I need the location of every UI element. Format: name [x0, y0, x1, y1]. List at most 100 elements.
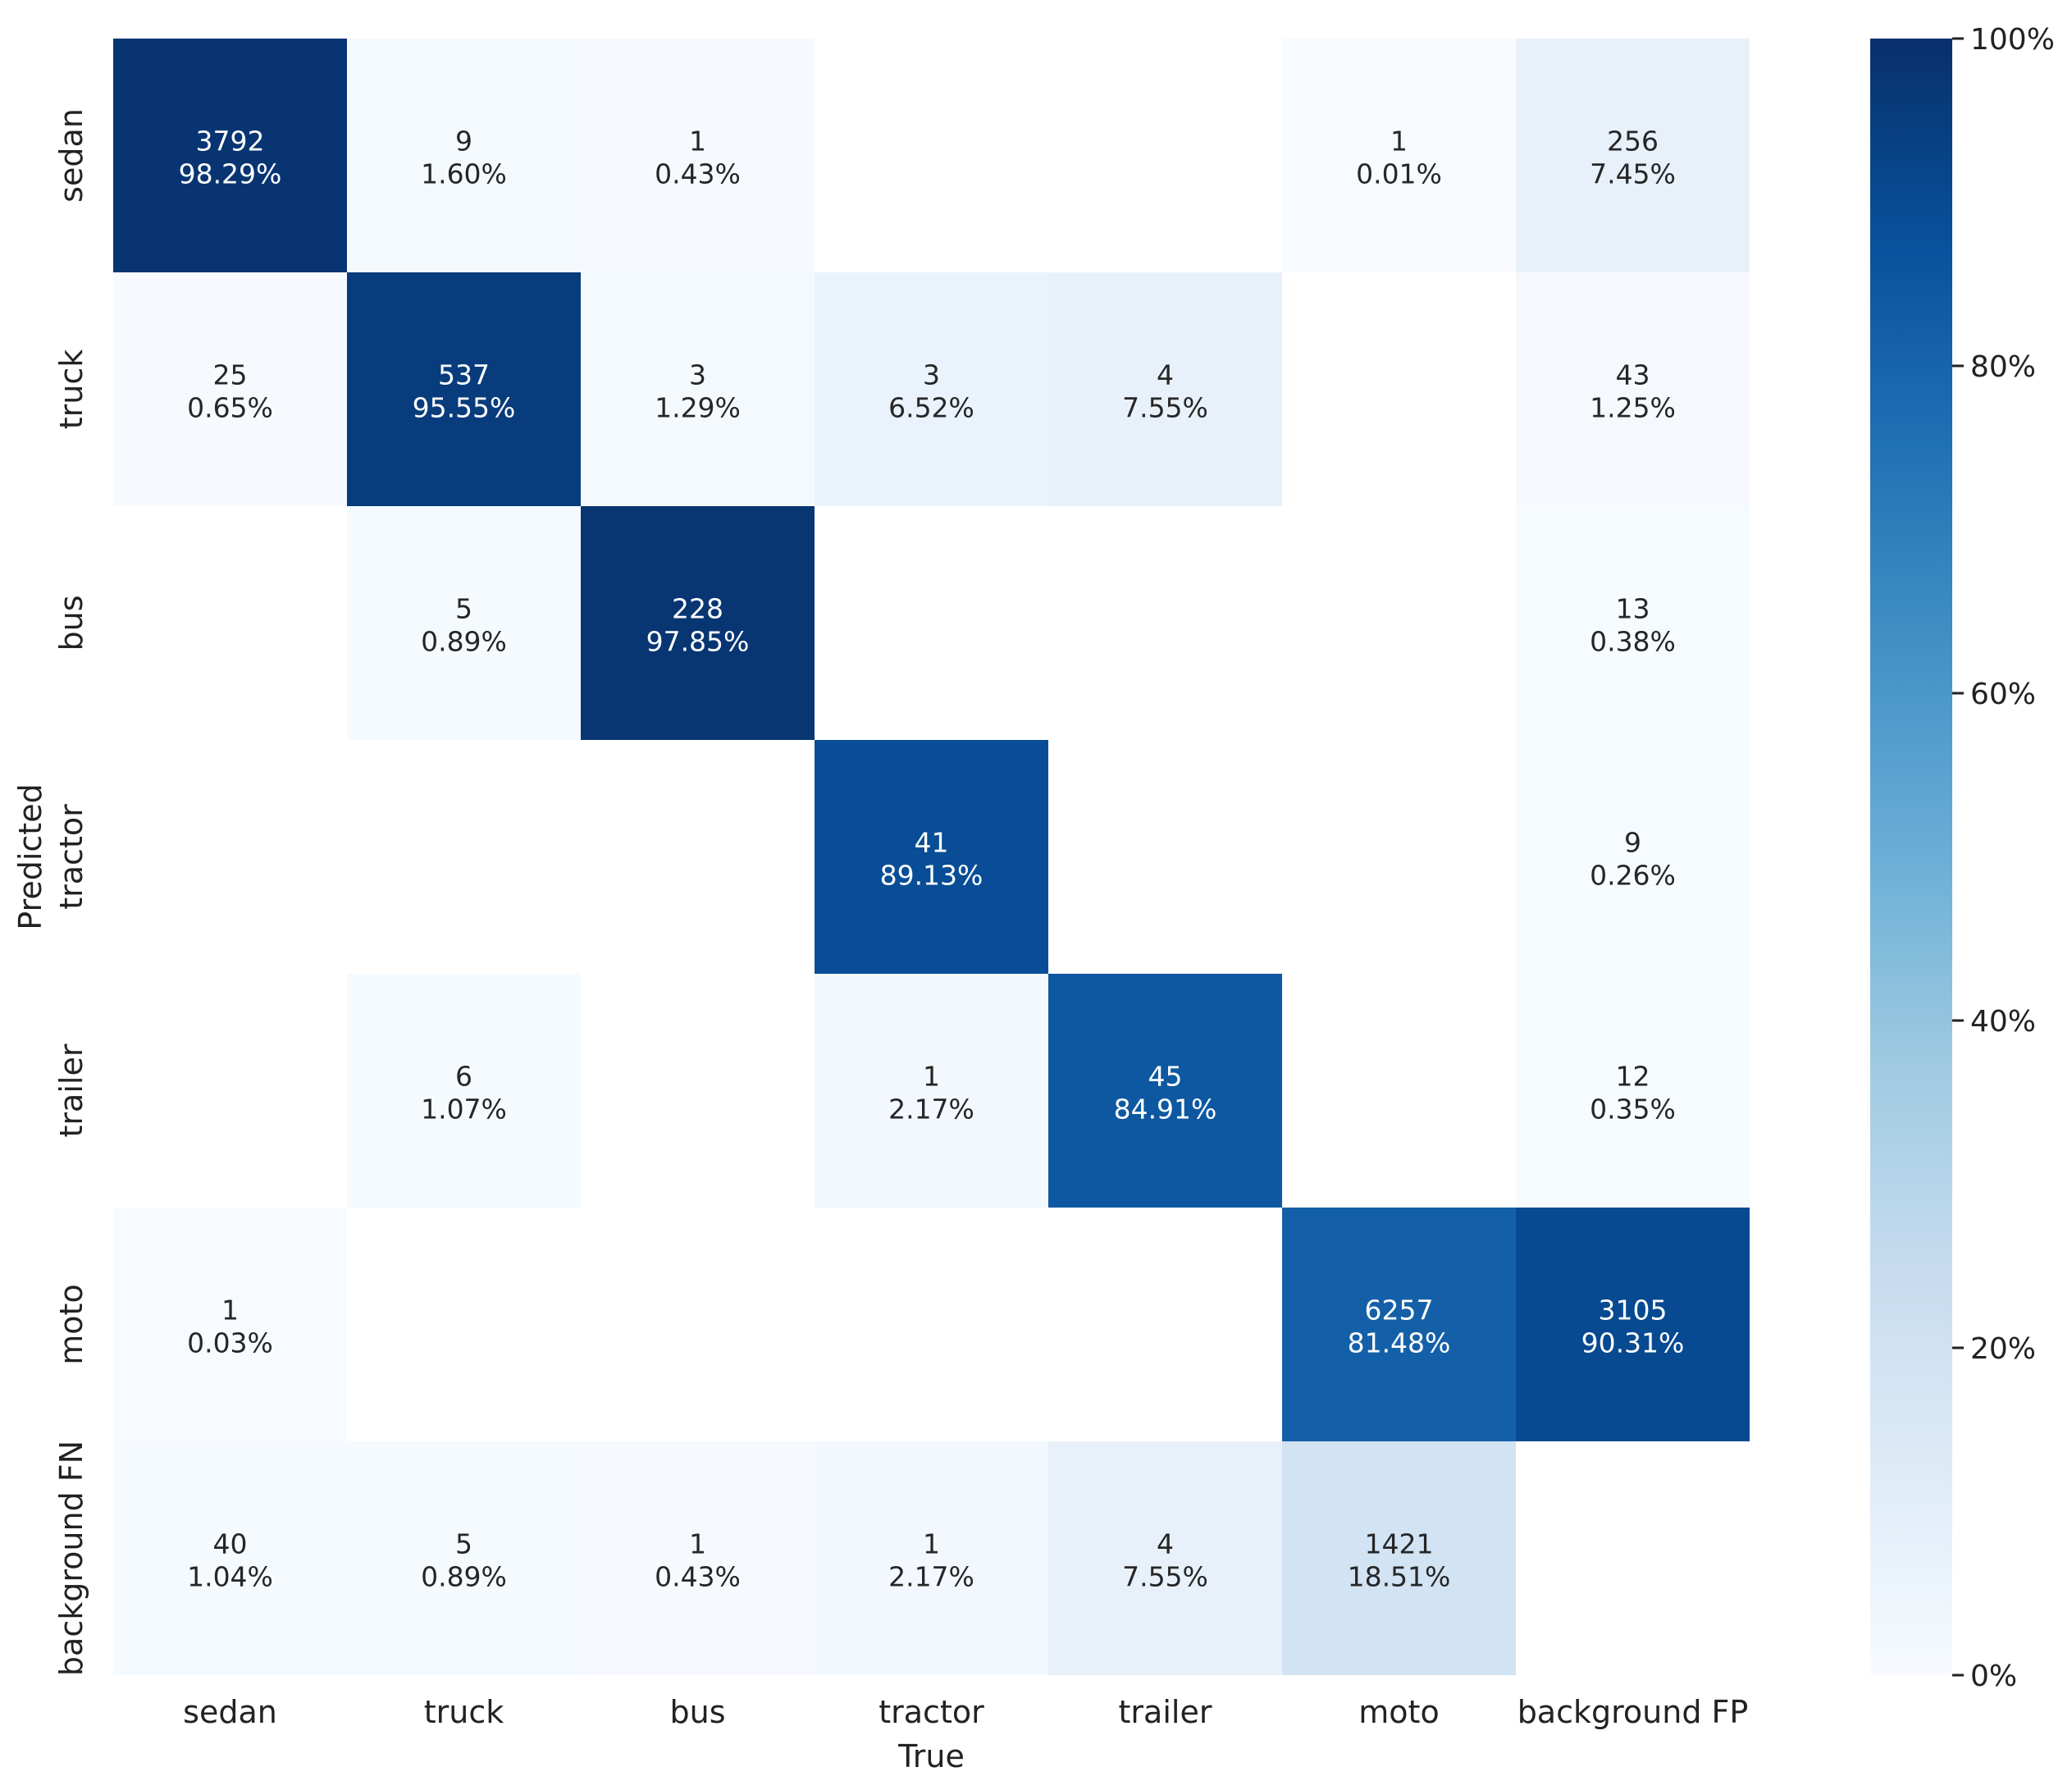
colorbar-tick-label: 0%: [1970, 1660, 2017, 1693]
cell-count-label: 1: [689, 1528, 706, 1560]
heatmap-cell: [581, 1441, 815, 1675]
heatmap-cell: [1516, 740, 1750, 974]
cell-percent-label: 0.01%: [1356, 158, 1442, 190]
heatmap-cell: [113, 39, 347, 272]
heatmap-cell: [1048, 272, 1282, 506]
heatmap-cell: [581, 506, 815, 740]
heatmap-cells: 379298.29%91.60%10.43%10.01%2567.45%250.…: [113, 39, 1750, 1675]
cell-percent-label: 0.43%: [655, 1561, 741, 1593]
cell-count-label: 5: [455, 1528, 472, 1560]
cell-count-label: 3: [689, 359, 706, 391]
heatmap-cell: [347, 1441, 581, 1675]
cell-percent-label: 89.13%: [880, 860, 984, 892]
cell-count-label: 3792: [196, 126, 265, 158]
heatmap-cell: [1282, 1208, 1516, 1441]
cell-count-label: 6257: [1365, 1295, 1434, 1327]
cell-percent-label: 1.60%: [421, 158, 507, 190]
colorbar-tick-label: 100%: [1970, 23, 2055, 57]
y-axis-label: Predicted: [12, 783, 48, 929]
cell-percent-label: 84.91%: [1114, 1094, 1217, 1126]
heatmap-cell: [815, 1441, 1048, 1675]
heatmap-cell: [347, 39, 581, 272]
heatmap-cell: [113, 272, 347, 506]
cell-percent-label: 0.03%: [187, 1327, 273, 1359]
cell-percent-label: 98.29%: [179, 158, 282, 190]
x-tick-label: background FP: [1517, 1694, 1749, 1730]
colorbar-tick-label: 80%: [1970, 350, 2036, 384]
cell-count-label: 3: [923, 359, 940, 391]
y-tick-label: sedan: [53, 108, 89, 203]
cell-percent-label: 18.51%: [1348, 1561, 1451, 1593]
cell-percent-label: 0.35%: [1590, 1094, 1676, 1126]
heatmap-cell: [1048, 1441, 1282, 1675]
cell-percent-label: 2.17%: [888, 1094, 974, 1126]
cell-count-label: 43: [1616, 359, 1650, 391]
heatmap-cell: [1282, 39, 1516, 272]
heatmap-cell: [1516, 39, 1750, 272]
cell-count-label: 1: [923, 1528, 940, 1560]
y-tick-label: tractor: [53, 804, 89, 910]
cell-count-label: 1: [1390, 126, 1408, 158]
cell-percent-label: 7.55%: [1122, 1561, 1208, 1593]
cell-percent-label: 0.38%: [1590, 626, 1676, 658]
cell-percent-label: 1.25%: [1590, 392, 1676, 424]
x-axis-label: True: [897, 1738, 965, 1774]
heatmap-cell: [815, 272, 1048, 506]
heatmap-cell: [347, 974, 581, 1208]
cell-percent-label: 1.04%: [187, 1561, 273, 1593]
cell-count-label: 13: [1616, 593, 1650, 625]
colorbar: 0% 20% 40% 60% 80% 100%: [1870, 23, 2055, 1693]
cell-count-label: 537: [438, 359, 490, 391]
y-tick-label: bus: [53, 595, 89, 651]
cell-percent-label: 1.29%: [655, 392, 741, 424]
colorbar-tick-label: 60%: [1970, 678, 2036, 711]
colorbar-gradient: [1870, 39, 1952, 1675]
heatmap-cell: [1048, 974, 1282, 1208]
heatmap-cell: [581, 272, 815, 506]
cell-count-label: 6: [455, 1061, 472, 1093]
x-tick-label: tractor: [879, 1694, 984, 1730]
cell-percent-label: 7.55%: [1122, 392, 1208, 424]
cell-count-label: 9: [455, 126, 472, 158]
cell-count-label: 4: [1157, 359, 1174, 391]
cell-percent-label: 7.45%: [1590, 158, 1676, 190]
y-tick-labels: sedan truck bus tractor trailer moto backgroun…: [53, 108, 89, 1676]
heatmap-cell: [1282, 1441, 1516, 1675]
cell-count-label: 12: [1616, 1061, 1650, 1093]
x-tick-label: trailer: [1119, 1694, 1212, 1730]
y-tick-label: moto: [53, 1284, 89, 1364]
y-tick-label: trailer: [53, 1043, 89, 1137]
cell-percent-label: 95.55%: [413, 392, 516, 424]
cell-count-label: 228: [672, 593, 723, 625]
heatmap-cell: [1516, 974, 1750, 1208]
y-tick-label: background FN: [53, 1441, 89, 1676]
cell-count-label: 25: [213, 359, 248, 391]
cell-percent-label: 90.31%: [1581, 1327, 1685, 1359]
cell-count-label: 1: [923, 1061, 940, 1093]
cell-count-label: 256: [1607, 126, 1659, 158]
cell-count-label: 4: [1157, 1528, 1174, 1560]
colorbar-tick-label: 20%: [1970, 1332, 2036, 1366]
cell-percent-label: 0.26%: [1590, 860, 1676, 892]
x-tick-label: truck: [424, 1694, 504, 1730]
heatmap-cell: [347, 272, 581, 506]
cell-count-label: 5: [455, 593, 472, 625]
x-tick-label: sedan: [183, 1694, 277, 1730]
heatmap-cell: [815, 974, 1048, 1208]
cell-percent-label: 0.89%: [421, 626, 507, 658]
cell-percent-label: 0.89%: [421, 1561, 507, 1593]
heatmap-cell: [113, 1208, 347, 1441]
y-tick-label: truck: [53, 349, 89, 430]
cell-percent-label: 0.65%: [187, 392, 273, 424]
x-tick-labels: sedan truck bus tractor trailer moto backgroun…: [183, 1694, 1748, 1730]
cell-count-label: 40: [213, 1528, 248, 1560]
cell-count-label: 41: [915, 827, 949, 859]
heatmap-cell: [1516, 506, 1750, 740]
cell-count-label: 1: [221, 1295, 239, 1327]
cell-count-label: 45: [1148, 1061, 1183, 1093]
heatmap-cell: [1516, 272, 1750, 506]
cell-percent-label: 6.52%: [888, 392, 974, 424]
heatmap-cell: [815, 740, 1048, 974]
cell-count-label: 1421: [1365, 1528, 1434, 1560]
